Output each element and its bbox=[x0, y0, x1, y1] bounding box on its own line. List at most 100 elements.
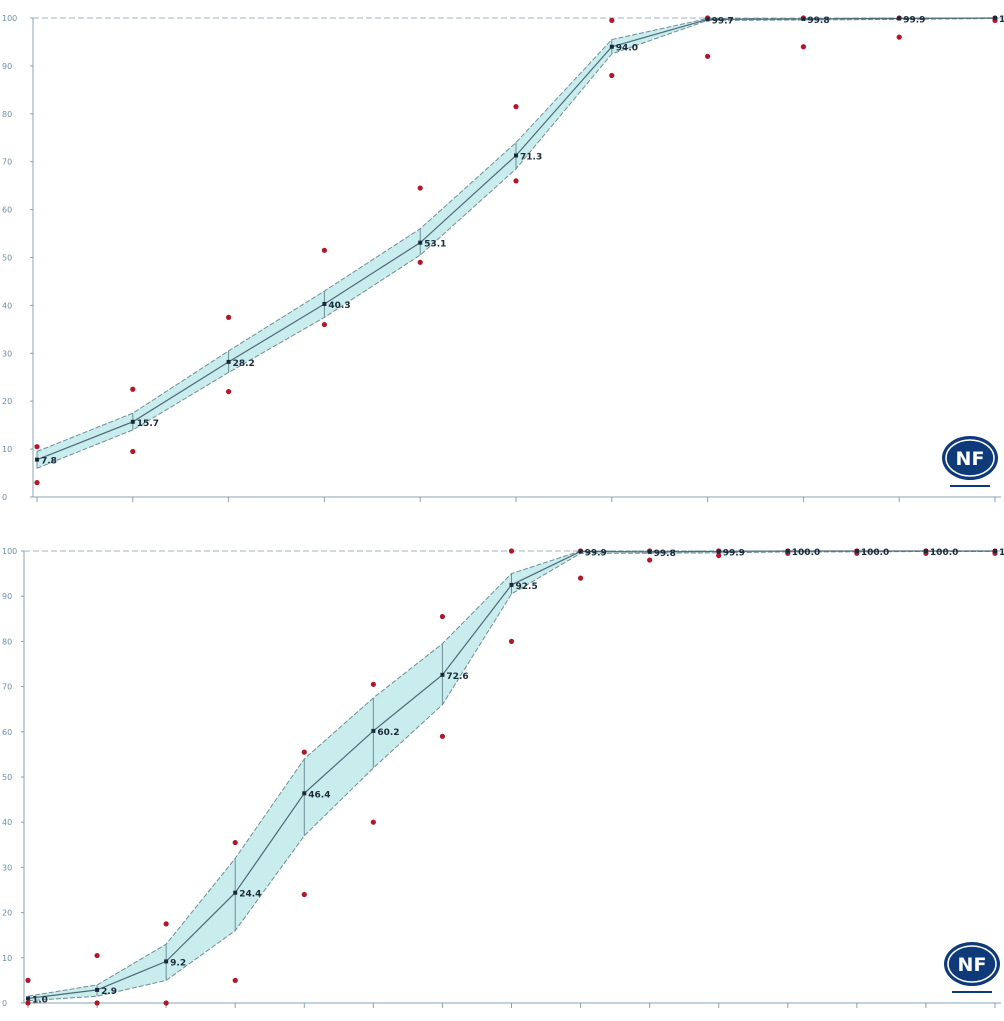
y-tick-label: 60 bbox=[2, 728, 12, 737]
data-label: 100.0 bbox=[792, 548, 820, 558]
y-tick-label: 50 bbox=[2, 773, 12, 782]
data-label: 100.0 bbox=[930, 548, 958, 558]
y-tick-label: 40 bbox=[2, 818, 12, 827]
nf-logo-underline bbox=[952, 991, 992, 993]
mean-point bbox=[801, 16, 806, 21]
mean-point bbox=[993, 16, 997, 20]
data-label: 72.6 bbox=[446, 672, 468, 682]
mean-point bbox=[233, 890, 238, 895]
min-marker bbox=[34, 480, 40, 486]
min-marker bbox=[163, 1000, 169, 1006]
mean-point bbox=[785, 549, 790, 553]
y-tick-label: 60 bbox=[2, 206, 12, 215]
y-tick-label: 70 bbox=[2, 683, 12, 692]
mean-point bbox=[705, 17, 710, 22]
min-marker bbox=[301, 891, 307, 898]
data-label: 24.4 bbox=[239, 890, 261, 900]
max-marker bbox=[94, 952, 100, 959]
data-label: 99.9 bbox=[903, 15, 925, 25]
y-tick-label: 80 bbox=[2, 110, 12, 119]
data-label: 71.3 bbox=[520, 152, 542, 162]
min-marker bbox=[321, 321, 327, 328]
max-marker bbox=[609, 17, 615, 23]
max-marker bbox=[439, 613, 446, 620]
y-tick-label: 30 bbox=[2, 863, 12, 872]
mean-point bbox=[440, 672, 445, 677]
max-marker bbox=[232, 839, 238, 846]
mean-point bbox=[371, 728, 376, 733]
nf-certification-logo: NF bbox=[944, 942, 1000, 993]
min-marker bbox=[508, 638, 515, 644]
mean-point bbox=[854, 549, 859, 553]
data-label: 99.8 bbox=[807, 16, 829, 26]
nf-logo-text: NF bbox=[956, 448, 985, 470]
min-marker bbox=[25, 1000, 31, 1006]
data-label: 99.9 bbox=[585, 548, 607, 558]
data-label: 46.4 bbox=[308, 790, 330, 800]
mean-point bbox=[716, 549, 721, 554]
max-marker bbox=[321, 247, 327, 253]
min-marker bbox=[647, 557, 653, 563]
nf-logo-underline bbox=[950, 485, 990, 487]
mean-point bbox=[418, 240, 423, 245]
data-label: 100.0 bbox=[861, 548, 889, 558]
y-tick-label: 20 bbox=[2, 397, 12, 406]
max-marker bbox=[370, 681, 376, 687]
y-tick-label: 10 bbox=[2, 954, 12, 963]
mean-point bbox=[130, 419, 135, 424]
max-marker bbox=[508, 548, 515, 554]
data-label: 40.3 bbox=[328, 301, 350, 311]
nf-logo-ellipse bbox=[944, 942, 1000, 986]
data-label: 60.2 bbox=[377, 728, 399, 738]
y-tick-label: 70 bbox=[2, 158, 12, 167]
mean-point bbox=[509, 582, 514, 587]
y-tick-label: 100 bbox=[2, 14, 17, 23]
mean-point bbox=[923, 549, 928, 553]
data-label: 2.9 bbox=[101, 987, 117, 997]
data-label: 1.0 bbox=[32, 995, 48, 1005]
upper-cumulative-chart: 0 10 20 30 40 50 60 70 80 90 100 7.8 15.7 28.2 40.3 53.… bbox=[2, 14, 1004, 502]
mean-point bbox=[993, 549, 997, 553]
mean-point bbox=[26, 996, 30, 1001]
data-label: 100.0 bbox=[999, 15, 1004, 25]
max-marker bbox=[130, 386, 136, 392]
upper-chart-svg: 0 10 20 30 40 50 60 70 80 90 100 7.8 15.7 28.2 40.3 53.… bbox=[2, 14, 1004, 502]
y-tick-label: 50 bbox=[2, 254, 12, 263]
data-label: 9.2 bbox=[170, 958, 186, 968]
nf-logo-text: NF bbox=[958, 954, 987, 976]
min-marker bbox=[226, 389, 232, 395]
y-tick-label: 0 bbox=[2, 999, 7, 1008]
nf-logo-ring bbox=[945, 439, 995, 477]
min-max-band bbox=[37, 18, 995, 469]
max-marker bbox=[163, 921, 169, 927]
band-upper-line bbox=[27, 550, 995, 997]
mean-point bbox=[609, 44, 614, 49]
mean-point bbox=[578, 549, 583, 554]
min-marker bbox=[705, 53, 711, 59]
mean-point bbox=[897, 16, 902, 21]
nf-logo-ring bbox=[947, 945, 997, 983]
nf-certification-logo: NF bbox=[942, 436, 998, 487]
max-marker bbox=[34, 444, 40, 450]
mean-point bbox=[35, 457, 39, 462]
data-label: 7.8 bbox=[41, 457, 57, 467]
max-marker bbox=[25, 977, 31, 983]
min-marker bbox=[417, 259, 423, 265]
mean-point bbox=[226, 359, 231, 364]
min-marker bbox=[232, 977, 238, 983]
lower-cumulative-chart: 0 10 20 30 40 50 60 70 80 90 100 1.0 2.9 9.2 24.4 46.4 6… bbox=[0, 535, 1004, 1021]
max-marker bbox=[417, 185, 423, 191]
data-label: 99.7 bbox=[712, 16, 734, 26]
y-tick-label: 30 bbox=[2, 349, 12, 358]
y-tick-label: 100 bbox=[2, 547, 17, 556]
min-marker bbox=[609, 72, 615, 79]
y-tick-label: 90 bbox=[2, 62, 12, 71]
data-label: 99.9 bbox=[723, 548, 745, 558]
min-marker bbox=[577, 575, 584, 581]
mean-point bbox=[647, 549, 652, 554]
data-label: 53.1 bbox=[424, 240, 446, 250]
data-label: 99.8 bbox=[654, 549, 676, 559]
min-marker bbox=[439, 733, 446, 739]
y-tick-label: 90 bbox=[2, 592, 12, 601]
y-tick-label: 80 bbox=[2, 637, 12, 646]
